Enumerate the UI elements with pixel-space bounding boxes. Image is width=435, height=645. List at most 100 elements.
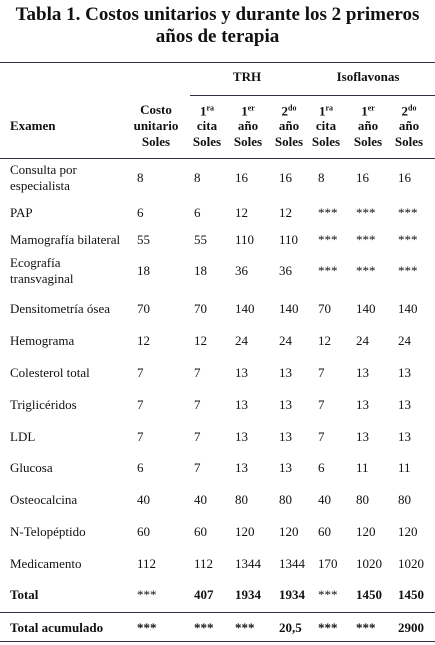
cell: 40: [318, 492, 331, 507]
row-label: Triglicéridos: [10, 397, 77, 412]
cell: 18: [194, 263, 207, 278]
cell: 1934: [279, 587, 305, 602]
cell: 7: [194, 460, 201, 475]
cell: 70: [318, 301, 331, 316]
column-header: Soles: [394, 134, 424, 149]
cell: 7: [194, 397, 201, 412]
cell: 7: [194, 429, 201, 444]
column-header: cita: [196, 118, 218, 133]
cell: 110: [235, 232, 255, 247]
cell: ***: [318, 205, 338, 220]
cell: 80: [279, 492, 292, 507]
cell: 120: [279, 524, 299, 539]
cell: 7: [194, 365, 201, 380]
cell: ***: [398, 263, 418, 278]
cell: 13: [235, 429, 248, 444]
row-label: Glucosa: [10, 460, 53, 475]
cell: 12: [279, 205, 292, 220]
column-header: Soles: [274, 134, 304, 149]
cell: 60: [194, 524, 207, 539]
column-header: 1er: [241, 103, 255, 119]
cell: 24: [356, 333, 369, 348]
cell: 170: [318, 556, 338, 571]
cell: 110: [279, 232, 299, 247]
row-label: especialista: [10, 178, 70, 193]
column-header: 1ra: [318, 103, 334, 119]
column-header: 1er: [361, 103, 375, 119]
rule: [0, 612, 435, 613]
cell: 7: [318, 365, 325, 380]
cell: 6: [194, 205, 201, 220]
rule: [0, 62, 435, 63]
cell: 120: [235, 524, 255, 539]
cell: 6: [318, 460, 325, 475]
cell: ***: [318, 263, 338, 278]
cell: 13: [398, 429, 411, 444]
rule: [190, 95, 435, 96]
cell: 13: [398, 365, 411, 380]
cell: 7: [318, 397, 325, 412]
cell: 7: [137, 397, 144, 412]
cell: ***: [318, 587, 338, 602]
row-label: Medicamento: [10, 556, 82, 571]
cell: ***: [235, 620, 255, 635]
cell: ***: [398, 205, 418, 220]
cell: 1020: [398, 556, 424, 571]
cell: 55: [194, 232, 207, 247]
cell: 8: [318, 170, 325, 185]
row-label: N-Telopéptido: [10, 524, 86, 539]
cell: 13: [398, 397, 411, 412]
row-label: Colesterol total: [10, 365, 90, 380]
cell: 80: [235, 492, 248, 507]
cell: 16: [398, 170, 411, 185]
cell: 140: [279, 301, 299, 316]
column-header: Examen: [10, 118, 56, 133]
cell: 8: [137, 170, 144, 185]
cell: 1934: [235, 587, 261, 602]
cell: 6: [137, 460, 144, 475]
cell: 12: [235, 205, 248, 220]
cell: 60: [137, 524, 150, 539]
cell: 13: [235, 397, 248, 412]
cell: 13: [356, 365, 369, 380]
row-label: PAP: [10, 205, 33, 220]
cell: ***: [194, 620, 214, 635]
cell: 1020: [356, 556, 382, 571]
cell: 1450: [398, 587, 424, 602]
cell: 13: [279, 397, 292, 412]
cell: 24: [235, 333, 248, 348]
group-header: TRH: [232, 69, 262, 84]
cell: 1450: [356, 587, 382, 602]
cell: 18: [137, 263, 150, 278]
cell: ***: [137, 587, 157, 602]
cell: ***: [356, 205, 376, 220]
superscript: ra: [206, 103, 215, 113]
column-header: Soles: [353, 134, 383, 149]
rule: [0, 641, 435, 642]
superscript: do: [288, 103, 297, 113]
cell: 407: [194, 587, 214, 602]
cell: 13: [356, 397, 369, 412]
column-header: 2do: [281, 103, 297, 119]
cell: 13: [279, 460, 292, 475]
column-header: año: [237, 118, 259, 133]
column-header: Soles: [233, 134, 263, 149]
cell: 40: [137, 492, 150, 507]
cell: 16: [235, 170, 248, 185]
cell: 13: [279, 365, 292, 380]
cell: 120: [356, 524, 376, 539]
column-header: año: [398, 118, 420, 133]
rule: [0, 158, 435, 159]
row-label: Total: [10, 587, 39, 602]
cell: 24: [398, 333, 411, 348]
row-label: Osteocalcina: [10, 492, 78, 507]
cell: 7: [318, 429, 325, 444]
cell: 112: [194, 556, 214, 571]
superscript: ra: [325, 103, 334, 113]
cell: 1344: [235, 556, 261, 571]
superscript: do: [408, 103, 417, 113]
cell: 70: [194, 301, 207, 316]
cell: 70: [137, 301, 150, 316]
column-header: año: [357, 118, 379, 133]
